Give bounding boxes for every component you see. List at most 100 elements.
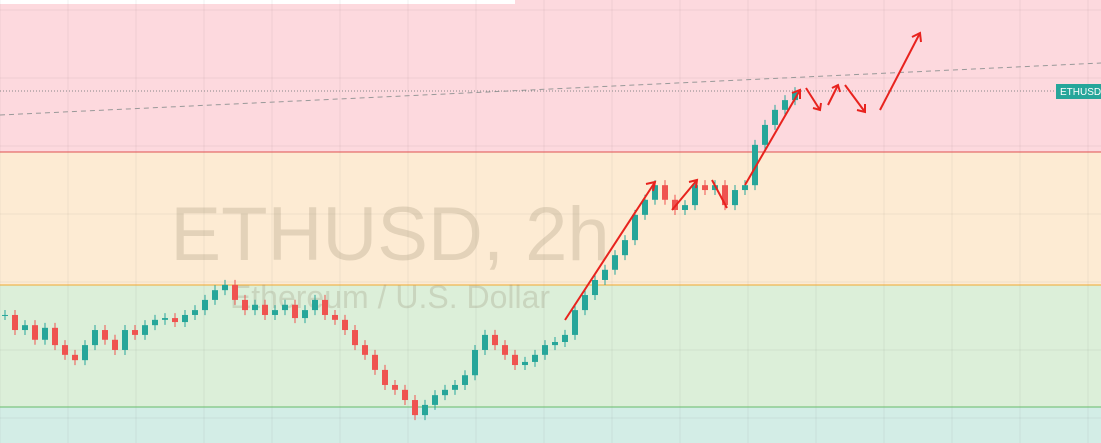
arrow <box>805 87 821 111</box>
candle-body <box>572 310 578 335</box>
zone-sell <box>0 0 1101 152</box>
candle-body <box>242 299 248 311</box>
arrow <box>827 84 839 106</box>
candle-body <box>252 304 258 311</box>
candle-body <box>762 124 768 145</box>
candle-body <box>312 299 318 311</box>
candle-body <box>792 92 798 101</box>
candle-body <box>332 314 338 320</box>
candle-body <box>232 284 238 300</box>
candle-body <box>82 345 88 361</box>
candle-body <box>532 354 538 362</box>
candle-body <box>452 384 458 390</box>
candle-body <box>372 354 378 370</box>
candle-body <box>402 389 408 401</box>
candle-body <box>122 330 128 350</box>
candle-body <box>62 345 68 355</box>
arrow <box>711 179 728 209</box>
zone-low <box>0 407 1101 443</box>
candle-body <box>352 330 358 346</box>
watermark-title: ETHUSD, 2h <box>170 192 609 277</box>
candle-body <box>102 330 108 340</box>
candle-body <box>412 400 418 416</box>
candle-body <box>502 345 508 355</box>
candle-body <box>292 304 298 319</box>
arrow-head <box>688 178 699 189</box>
candle-body <box>752 144 758 186</box>
top-bar <box>0 0 515 4</box>
candle-body <box>32 325 38 340</box>
candle-body <box>92 330 98 346</box>
trend-line <box>0 62 1101 116</box>
candle-body <box>112 339 118 350</box>
candle-body <box>272 310 278 315</box>
candle-body <box>22 325 28 331</box>
watermark-subtitle: Ethereum / U.S. Dollar <box>230 279 550 315</box>
zone-buy <box>0 285 1101 407</box>
candle-body <box>152 319 158 326</box>
candle-body <box>362 345 368 355</box>
arrow-head <box>831 83 841 93</box>
candle-body <box>542 345 548 355</box>
candle-body <box>52 327 58 346</box>
arrow <box>744 89 801 186</box>
candle-body <box>302 310 308 319</box>
candle-body <box>322 299 328 315</box>
arrow <box>671 179 698 211</box>
candle-body <box>202 299 208 311</box>
candle-body <box>432 395 438 405</box>
candle-body <box>72 354 78 361</box>
candle-body <box>462 375 468 385</box>
candle-body <box>42 327 48 340</box>
arrow <box>844 84 866 113</box>
candle-body <box>482 334 488 350</box>
candle-body <box>592 279 598 296</box>
candles <box>2 87 798 421</box>
candle-body <box>222 284 228 291</box>
arrow <box>564 181 656 321</box>
candle-body <box>492 334 498 346</box>
candle-body <box>612 255 618 270</box>
candle-body <box>722 185 728 206</box>
candle-body <box>182 314 188 323</box>
candle-body <box>522 361 528 366</box>
candle-body <box>472 349 478 376</box>
candle-body <box>262 304 268 315</box>
candle-body <box>282 304 288 311</box>
arrow-head <box>791 88 801 99</box>
candle-body <box>382 369 388 385</box>
candle-body <box>342 319 348 331</box>
candle-body <box>552 341 558 346</box>
candle-body <box>742 185 748 191</box>
candle-body <box>162 318 168 320</box>
candle-body <box>642 199 648 215</box>
candle-body <box>692 185 698 206</box>
candle-body <box>132 330 138 335</box>
candle-body <box>632 214 638 241</box>
candle-body <box>652 185 658 200</box>
arrow-head <box>645 180 657 192</box>
candle-body <box>602 269 608 280</box>
candle-body <box>562 334 568 342</box>
candle-body <box>582 295 588 311</box>
candle-body <box>192 310 198 315</box>
candle-body <box>702 185 708 191</box>
candle-body <box>772 109 778 125</box>
arrow-head <box>812 102 822 112</box>
candle-body <box>392 384 398 390</box>
candle-body <box>622 240 628 256</box>
arrow <box>879 32 921 111</box>
arrow-head <box>856 104 866 114</box>
candle-body <box>442 389 448 396</box>
candle-body <box>512 354 518 366</box>
candle-body <box>172 318 178 323</box>
candle-body <box>732 190 738 206</box>
candle-body <box>12 314 18 331</box>
arrow-head <box>911 31 922 43</box>
candle-body <box>782 100 788 110</box>
candle-body <box>422 404 428 416</box>
price-tag <box>1056 84 1101 99</box>
candle-body <box>142 325 148 335</box>
